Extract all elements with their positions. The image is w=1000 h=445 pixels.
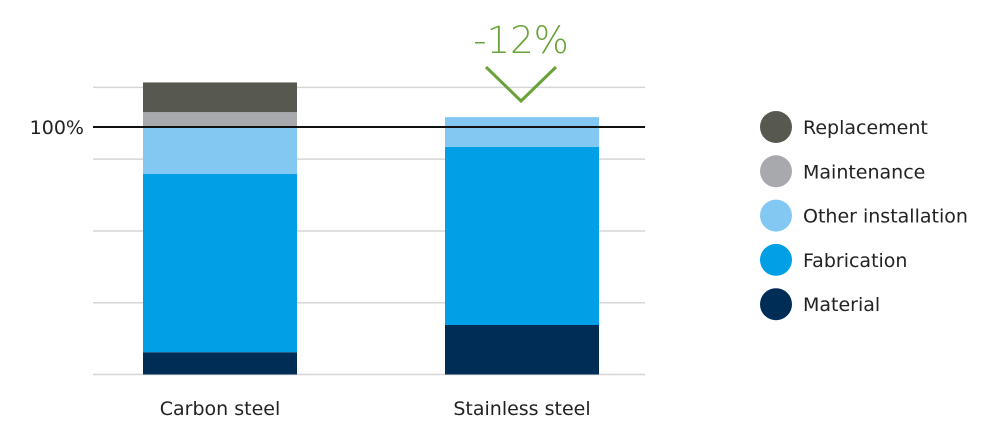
legend-label: Replacement — [803, 117, 928, 139]
legend-label: Other installation — [803, 206, 968, 228]
legend-swatch-maintenance — [760, 155, 792, 188]
legend-swatch-replacement — [760, 111, 792, 143]
chevron-down-icon — [484, 65, 558, 104]
bar-segment-other-installation — [445, 117, 599, 147]
bar-segment-fabrication — [445, 146, 599, 325]
legend-label: Fabrication — [803, 250, 907, 272]
bar-segment-replacement — [143, 82, 297, 113]
bar-segment-maintenance — [143, 112, 297, 127]
bar-segment-other-installation — [143, 127, 297, 175]
legend-label: Material — [803, 294, 880, 316]
legend-swatch-fabrication — [760, 243, 792, 276]
category-label: Carbon steel — [160, 398, 281, 420]
bar-segment-fabrication — [143, 174, 297, 353]
bar-segment-material — [143, 352, 297, 375]
annotation-label: -12% — [473, 19, 569, 62]
reference-line-label: 100% — [30, 117, 84, 139]
category-label: Stainless steel — [453, 398, 590, 420]
legend-swatch-material — [760, 288, 792, 321]
legend-swatch-other-installation — [760, 199, 792, 232]
bar-segment-material — [445, 325, 599, 375]
legend-label: Maintenance — [803, 161, 925, 183]
